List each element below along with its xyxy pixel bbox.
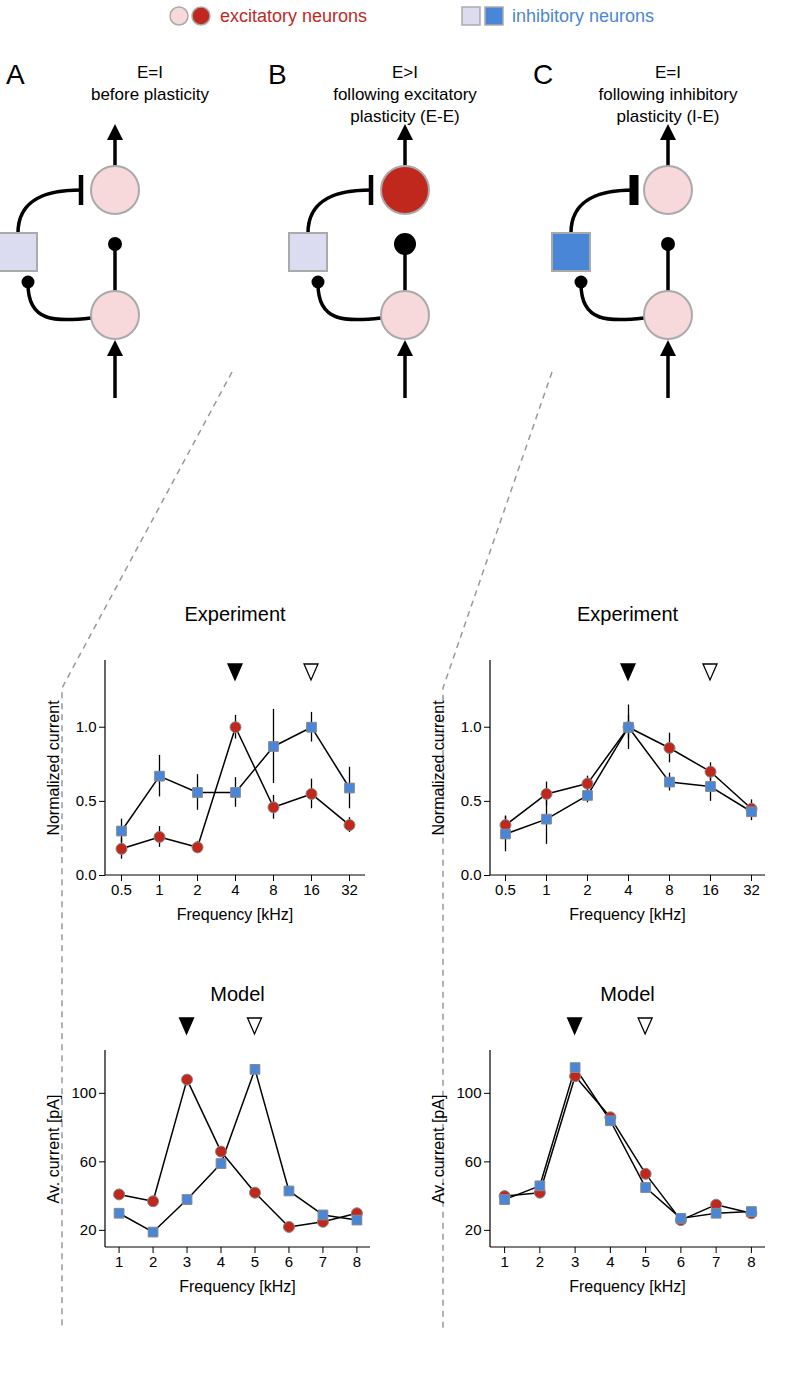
svg-text:plasticity (E-E): plasticity (E-E) (350, 107, 460, 126)
svg-text:32: 32 (341, 881, 358, 898)
svg-text:8: 8 (747, 1253, 755, 1270)
svg-text:2: 2 (583, 881, 591, 898)
svg-text:0.5: 0.5 (495, 881, 516, 898)
svg-text:5: 5 (251, 1253, 259, 1270)
svg-text:0.5: 0.5 (461, 792, 482, 809)
svg-text:16: 16 (303, 881, 320, 898)
svg-text:60: 60 (80, 1153, 97, 1170)
svg-text:100: 100 (456, 1084, 481, 1101)
svg-text:1.0: 1.0 (461, 718, 482, 735)
svg-text:1: 1 (542, 881, 550, 898)
svg-text:20: 20 (465, 1221, 482, 1238)
svg-text:C: C (533, 59, 553, 90)
svg-text:4: 4 (217, 1253, 225, 1270)
html-text:Experiment: Experiment (184, 603, 286, 625)
svg-text:1: 1 (115, 1253, 123, 1270)
svg-text:100: 100 (71, 1084, 96, 1101)
svg-text:3: 3 (183, 1253, 191, 1270)
svg-text:6: 6 (677, 1253, 685, 1270)
svg-text:0.0: 0.0 (76, 866, 97, 883)
svg-text:E=I: E=I (137, 63, 163, 82)
svg-text:1: 1 (500, 1253, 508, 1270)
svg-text:2: 2 (149, 1253, 157, 1270)
svg-text:8: 8 (665, 881, 673, 898)
svg-text:1: 1 (155, 881, 163, 898)
svg-text:3: 3 (571, 1253, 579, 1270)
svg-text:A: A (6, 59, 25, 90)
svg-text:5: 5 (641, 1253, 649, 1270)
svg-text:4: 4 (606, 1253, 614, 1270)
html-text:Normalized current: Normalized current (45, 699, 62, 836)
html-text:Experiment: Experiment (576, 603, 679, 625)
svg-text:0.0: 0.0 (461, 866, 482, 883)
html-text:Frequency [kHz]: Frequency [kHz] (569, 906, 686, 923)
svg-text:32: 32 (743, 881, 760, 898)
svg-text:excitatory neurons: excitatory neurons (220, 6, 367, 26)
svg-text:4: 4 (624, 881, 632, 898)
svg-text:1.0: 1.0 (76, 718, 97, 735)
svg-text:plasticity (I-E): plasticity (I-E) (617, 107, 720, 126)
svg-text:4: 4 (231, 881, 239, 898)
svg-text:following inhibitory: following inhibitory (599, 85, 738, 104)
html-text:Model: Model (600, 983, 655, 1005)
svg-text:60: 60 (465, 1153, 482, 1170)
svg-text:7: 7 (319, 1253, 327, 1270)
svg-text:6: 6 (285, 1253, 293, 1270)
svg-text:following excitatory: following excitatory (333, 85, 477, 104)
html-text:Frequency [kHz]: Frequency [kHz] (179, 1278, 296, 1295)
svg-text:B: B (268, 59, 287, 90)
svg-text:2: 2 (193, 881, 201, 898)
svg-text:2: 2 (536, 1253, 544, 1270)
html-text:Frequency [kHz]: Frequency [kHz] (176, 906, 294, 923)
svg-text:8: 8 (353, 1253, 361, 1270)
svg-text:20: 20 (80, 1221, 97, 1238)
svg-text:0.5: 0.5 (76, 792, 97, 809)
svg-text:16: 16 (702, 881, 719, 898)
svg-text:inhibitory neurons: inhibitory neurons (512, 6, 654, 26)
html-text:Frequency [kHz]: Frequency [kHz] (569, 1278, 686, 1295)
html-text:Av. current [pA]: Av. current [pA] (45, 1094, 62, 1203)
html-text:Normalized current: Normalized current (430, 699, 447, 836)
svg-text:E>I: E>I (392, 63, 418, 82)
html-text:Model: Model (210, 983, 265, 1005)
svg-text:0.5: 0.5 (111, 881, 132, 898)
svg-text:8: 8 (269, 881, 277, 898)
svg-text:E=I: E=I (655, 63, 681, 82)
svg-text:before plasticity: before plasticity (91, 85, 210, 104)
html-text:Av. current [pA]: Av. current [pA] (430, 1094, 447, 1203)
svg-text:7: 7 (712, 1253, 720, 1270)
